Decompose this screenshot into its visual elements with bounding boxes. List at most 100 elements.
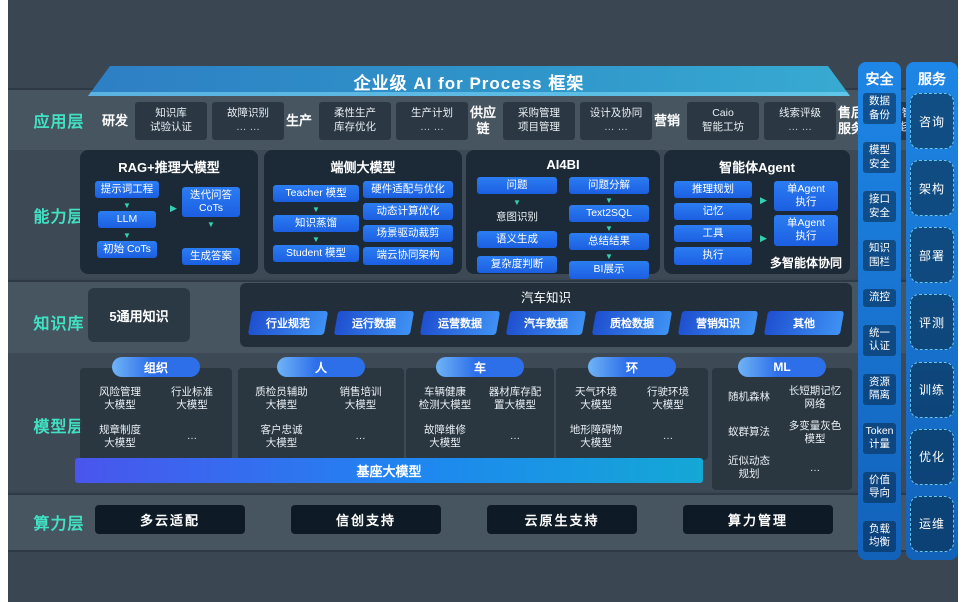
panel-title: RAG+推理大模型 [118, 160, 220, 175]
model-cell: 近似动态 规划 [728, 455, 770, 481]
app-group-label: 供应链 [469, 105, 496, 136]
knowledge-tag: 其他 [763, 311, 845, 335]
list-node: 执行 [674, 247, 752, 265]
model-cell: 长短期记忆 网络 [788, 384, 842, 410]
model-group-vehicle: 车 车辆健康 检测大模型 器材库存配 置大模型 故障维修 大模型 … [406, 357, 554, 460]
app-group-supply-chain: 供应链 采购管理 项目管理 设计及协同… … [468, 102, 652, 140]
rag-panel: RAG+推理大模型 提示词工程 LLM 初始 CoTs 迭代问答 CoTs 生成… [80, 150, 258, 274]
model-cell: 多变量灰色 模型 [788, 419, 842, 445]
compute-item: 信创支持 [291, 505, 441, 534]
layer-label-capability: 能力层 [33, 209, 85, 226]
security-column: 安全 数据备份 模型安全 接口安全 知识围栏 流控 统一认证 资源隔离 Toke… [858, 62, 901, 560]
down-arrow-icon [605, 251, 613, 260]
knowledge-tag: 行业规范 [247, 311, 329, 335]
multi-agent-caption: 多智能体协同 [769, 256, 842, 270]
model-cell: 器材库存配 置大模型 [488, 385, 542, 411]
model-group-ml: ML 随机森林 长短期记忆 网络 蚁群算法 多变量灰色 模型 近似动态 规划 … [712, 357, 852, 490]
slide-background: 应用层 能力层 知识库 模型层 算力层 企业级 AI for Process 框… [8, 0, 958, 602]
ai4bi-panel: AI4BI 问题 意图识别 语义生成 复杂度判断 问题分解 Text2SQL 总… [466, 150, 660, 279]
model-cell: … [509, 430, 521, 443]
app-box: 知识库 试验认证 [135, 102, 207, 140]
app-box: 生产计划… … [396, 102, 468, 140]
model-group-pill: 人 [277, 357, 365, 377]
flow-node: 问题分解 [569, 177, 649, 195]
application-layer-row: 研发 知识库 试验认证 故障识别… … 生产 柔性生产 库存优化 生产计划… … 供… [100, 98, 958, 144]
model-group-pill: 车 [436, 357, 524, 377]
agent-exec-node: 单Agent 执行 [774, 215, 838, 246]
service-item: 运维 [910, 495, 954, 552]
model-group-pill: 环 [588, 357, 676, 377]
down-arrow-icon [605, 223, 613, 232]
security-item: 负载均衡 [863, 520, 896, 552]
auto-knowledge-title: 汽车知识 [520, 291, 571, 305]
app-box: 线索评级… … [764, 102, 836, 140]
model-group-environment: 环 天气环境 大模型 行驶环境 大模型 地形障碍物 大模型 … [556, 357, 708, 460]
right-arrow-icon [760, 195, 767, 206]
security-item: 知识围栏 [863, 240, 896, 272]
app-box: 采购管理 项目管理 [503, 102, 575, 140]
app-group-label: 生产 [285, 113, 312, 129]
security-item: 流控 [863, 289, 896, 307]
flow-node: BI展示 [569, 261, 649, 279]
edge-model-panel: 端侧大模型 Teacher 模型 知识蒸馏 Student 模型 硬件适配与优化… [264, 150, 462, 274]
security-item: Token计量 [863, 422, 896, 454]
security-item: 数据备份 [863, 93, 896, 125]
model-cell: 天气环境 大模型 [575, 385, 617, 411]
app-group-label: 售后服务 [837, 105, 864, 136]
flow-node: 复杂度判断 [477, 256, 557, 274]
down-arrow-icon [312, 204, 320, 213]
services-column-title: 服务 [918, 71, 946, 87]
panel-title: 端侧大模型 [330, 160, 396, 175]
right-arrow-icon [760, 233, 767, 244]
service-item: 架构 [910, 160, 954, 217]
service-item: 评测 [910, 294, 954, 351]
flow-node: Text2SQL [569, 205, 649, 223]
list-node: 场景驱动裁剪 [363, 225, 453, 243]
knowledge-tag: 运营数据 [419, 311, 501, 335]
service-item: 部署 [910, 227, 954, 284]
service-item: 训练 [910, 361, 954, 418]
list-node: 记忆 [674, 203, 752, 221]
knowledge-tag: 运行数据 [333, 311, 415, 335]
down-arrow-icon [207, 219, 215, 228]
flow-node: 提示词工程 [94, 181, 160, 199]
panel-title: 智能体Agent [719, 160, 795, 175]
down-arrow-icon [123, 230, 131, 239]
agent-panel: 智能体Agent 推理规划 记忆 工具 执行 单Agent 执行 单Agent … [664, 150, 850, 274]
down-arrow-icon [513, 197, 521, 206]
model-group-organization: 组织 风险管理 大模型 行业标准 大模型 规章制度 大模型 … [80, 357, 232, 460]
general-knowledge-box: 5通用知识 [88, 288, 190, 342]
app-box: Caio 智能工坊 [687, 102, 759, 140]
model-group-person: 人 质检员辅助 大模型 销售培训 大模型 客户忠诚 大模型 … [238, 357, 404, 460]
model-cell: 随机森林 [728, 391, 770, 404]
auto-knowledge-panel: 汽车知识 行业规范 运行数据 运营数据 汽车数据 质检数据 营销知识 其他 [240, 283, 852, 347]
app-group-marketing: 营销 Caio 智能工坊 线索评级… … [652, 102, 836, 140]
security-item: 统一认证 [863, 324, 896, 356]
flow-node: 生成答案 [182, 248, 240, 266]
services-column: 服务 咨询 架构 部署 评测 训练 优化 运维 [906, 62, 958, 560]
flow-node: 问题 [477, 177, 557, 195]
list-node: 工具 [674, 225, 752, 243]
flow-node: 初始 CoTs [97, 241, 157, 259]
model-cell: 车辆健康 检测大模型 [418, 385, 472, 411]
service-item: 优化 [910, 428, 954, 485]
app-group-label: 营销 [653, 113, 680, 129]
model-cell: 风险管理 大模型 [99, 385, 141, 411]
model-cell: 质检员辅助 大模型 [255, 385, 308, 411]
flow-node: 总结结果 [569, 233, 649, 251]
compute-item: 云原生支持 [487, 505, 637, 534]
model-cell: … [355, 430, 366, 443]
flow-node: Student 模型 [273, 245, 359, 263]
knowledge-tag: 质检数据 [591, 311, 673, 335]
security-item: 模型安全 [863, 142, 896, 174]
down-arrow-icon [312, 234, 320, 243]
down-arrow-icon [123, 200, 131, 209]
flow-node: 知识蒸馏 [273, 215, 359, 233]
compute-item: 多云适配 [95, 505, 245, 534]
down-arrow-icon [605, 195, 613, 204]
list-node: 端云协同架构 [363, 247, 453, 265]
model-cell: 故障维修 大模型 [424, 423, 466, 449]
security-column-title: 安全 [865, 71, 894, 87]
model-group-pill: 组织 [112, 357, 200, 377]
app-group-label: 研发 [101, 113, 128, 129]
